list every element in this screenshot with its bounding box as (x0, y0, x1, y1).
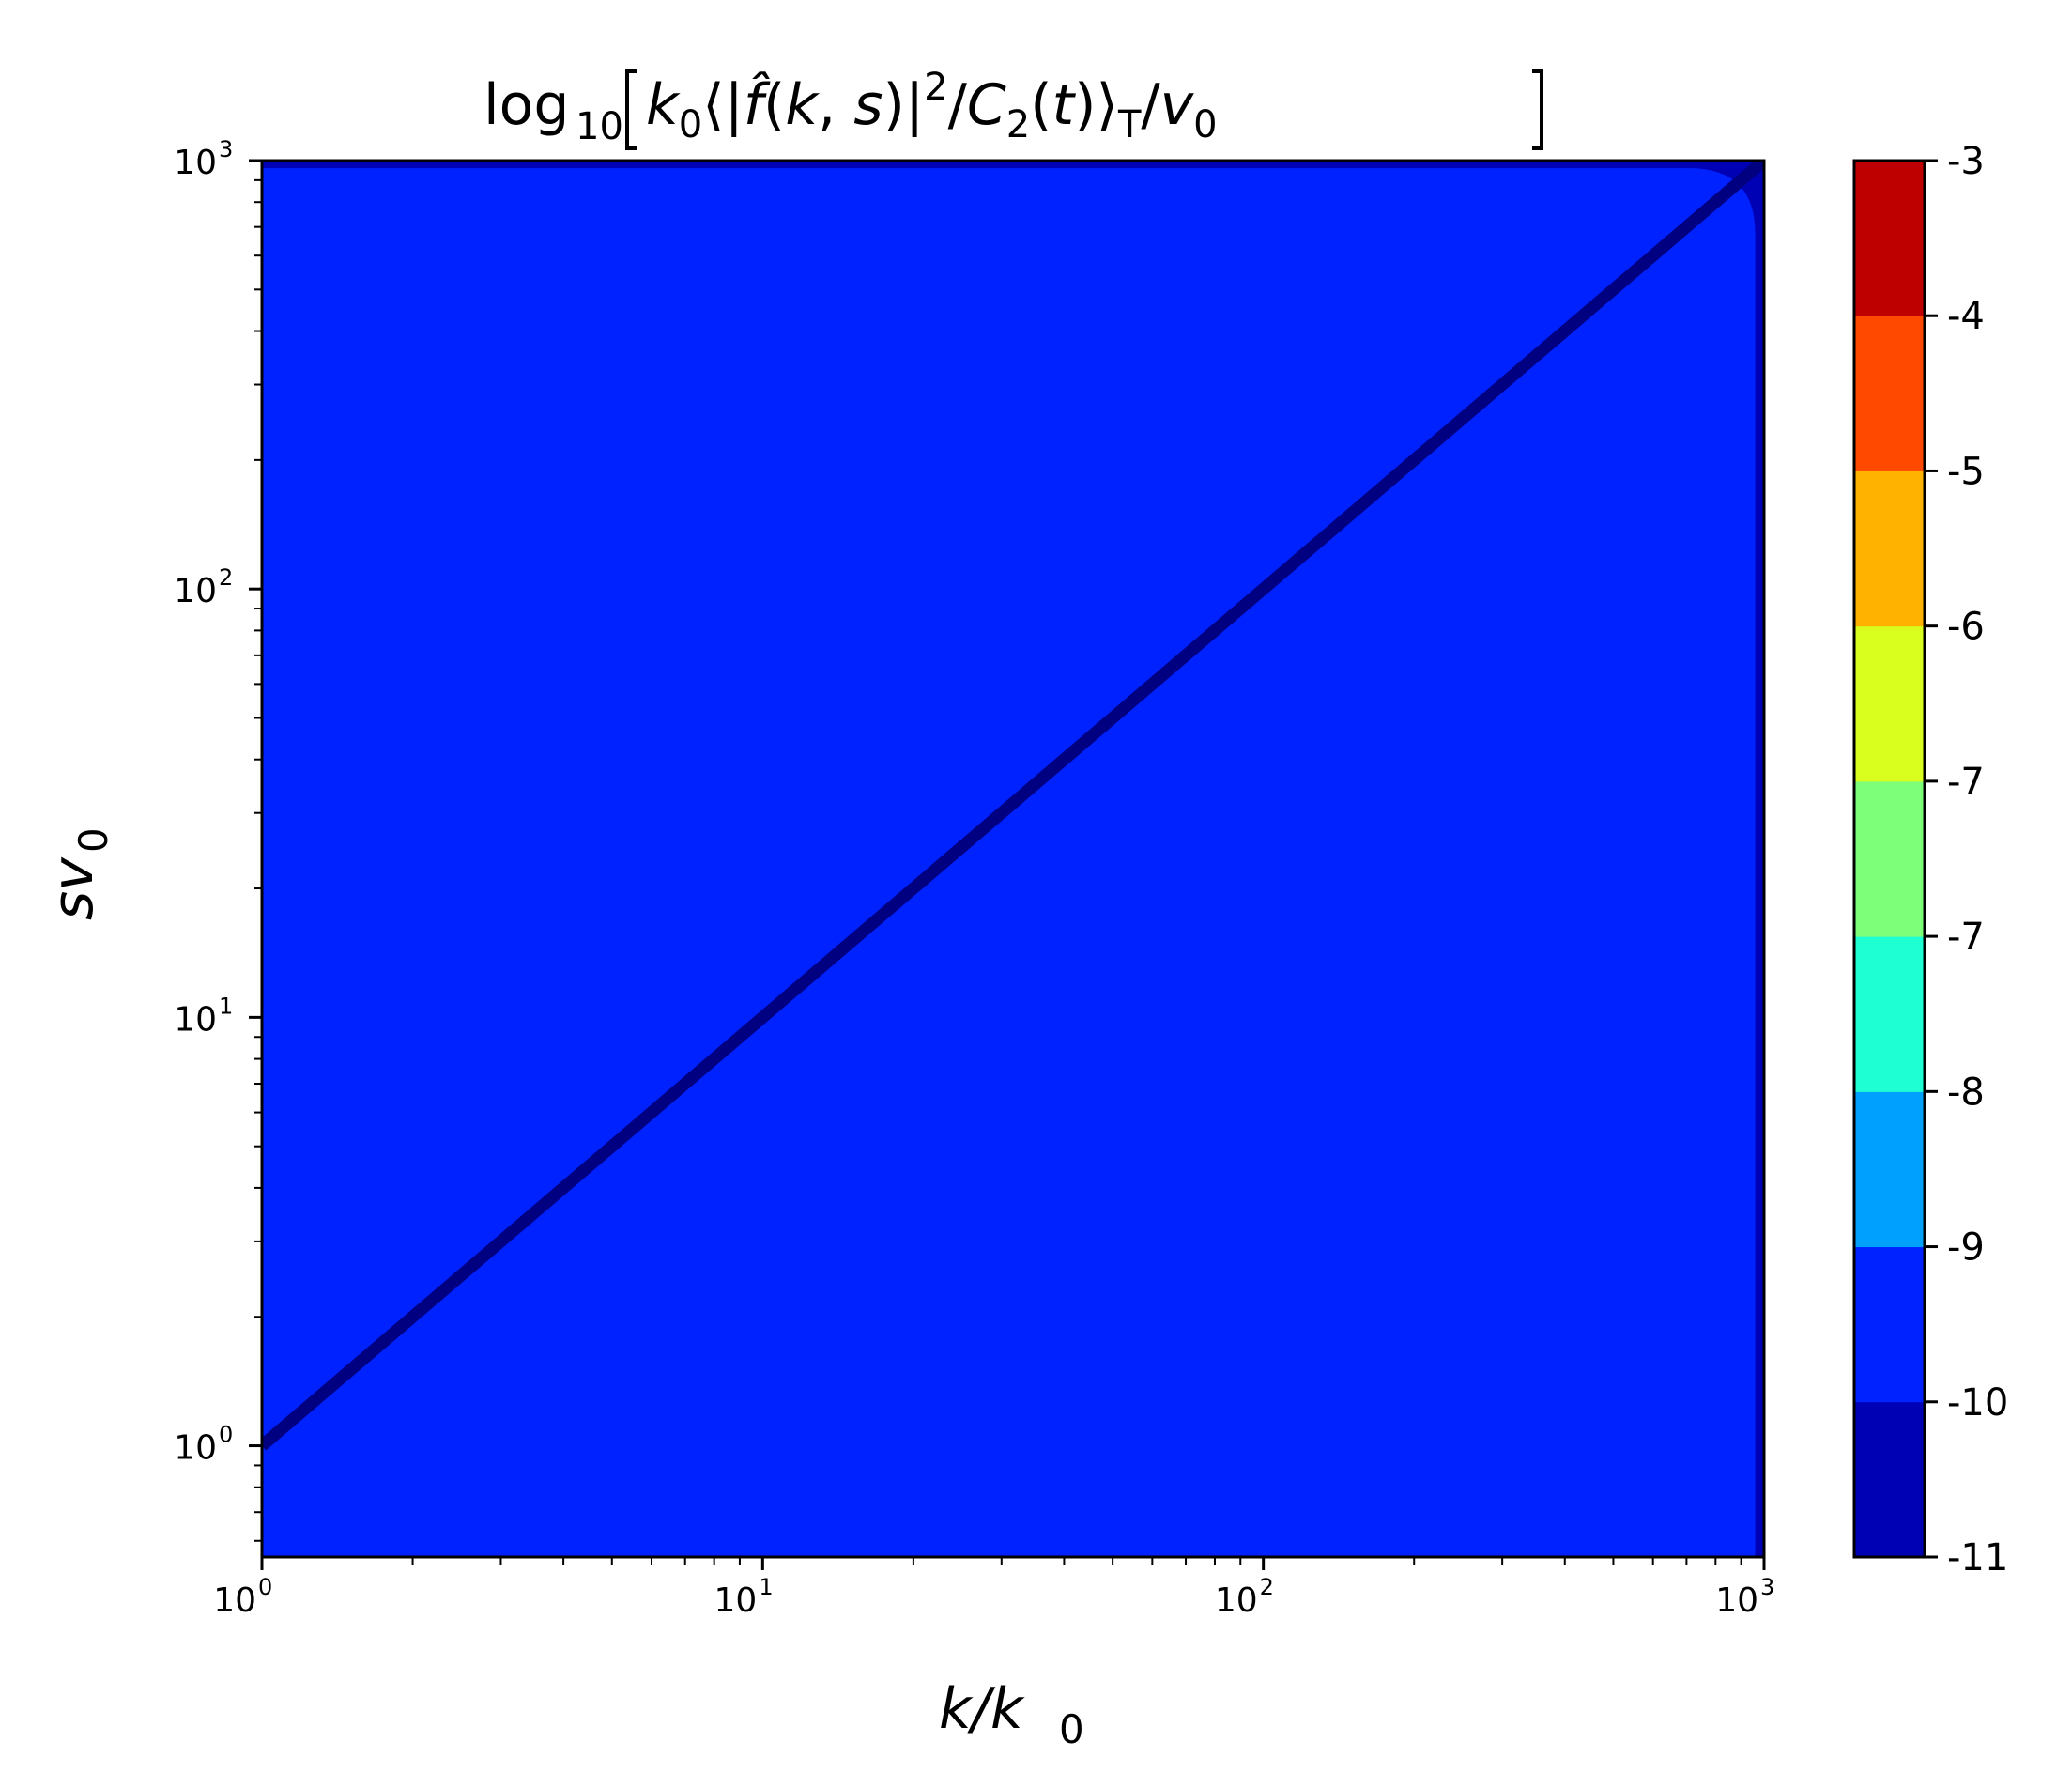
x-tick-label: 10 (213, 1581, 256, 1620)
plot-frame (260, 159, 1766, 1559)
y-tick-exponent: 2 (219, 564, 233, 591)
y-tick-label: 10 (174, 572, 217, 610)
x-tick-label: 10 (1215, 1581, 1258, 1620)
contour-field (262, 161, 1764, 1557)
colorbar-segment (1854, 470, 1925, 627)
y-tick-label: 10 (174, 1000, 217, 1039)
chart-title: log 10 k0⟨|f̂(k, s)|2/C2(t)⟩T/v0 (483, 66, 1543, 150)
x-tick-label: 10 (714, 1581, 758, 1620)
colorbar-tick-label: -4 (1947, 295, 1985, 338)
colorbar: -3 -4 -5 -6 -7 -7 -8 -9 -10 -11 (1852, 140, 2008, 1580)
colorbar-tick-label: -8 (1947, 1071, 1985, 1114)
x-tick-exponent: 0 (258, 1574, 272, 1600)
colorbar-tick-label: -7 (1947, 761, 1985, 804)
colorbar-tick-label: -7 (1947, 916, 1985, 959)
colorbar-segment (1854, 936, 1925, 1092)
y-tick-exponent: 0 (219, 1422, 233, 1448)
colorbar-tick-label: -11 (1947, 1536, 2008, 1580)
colorbar-segment (1854, 161, 1925, 316)
y-axis-label: sv 0 (40, 827, 116, 920)
svg-text:0: 0 (70, 827, 116, 853)
x-tick-label: 10 (1715, 1581, 1758, 1620)
colorbar-frame (1852, 159, 1926, 1559)
x-axis: 10 0 10 1 10 2 10 3 (213, 1557, 1774, 1620)
colorbar-segment (1854, 780, 1925, 937)
reference-line (262, 161, 1764, 1451)
svg-text:10: 10 (576, 105, 623, 148)
svg-text:k0⟨|f̂(k, s)|2/C2(t)⟩T/v0: k0⟨|f̂(k, s)|2/C2(t)⟩T/v0 (646, 66, 1218, 146)
x-tick-exponent: 1 (759, 1574, 773, 1600)
svg-text:sv: sv (40, 856, 106, 920)
y-tick-label: 10 (174, 144, 217, 182)
contour-region (262, 168, 1756, 1557)
svg-text:log: log (483, 72, 569, 138)
colorbar-tick-label: -6 (1947, 606, 1985, 649)
colorbar-segment (1854, 316, 1925, 471)
colorbar-tick-label: -9 (1947, 1226, 1985, 1270)
colorbar-segment (1854, 1091, 1925, 1248)
colorbar-segment (1854, 625, 1925, 782)
x-tick-exponent: 3 (1760, 1574, 1774, 1600)
svg-text:0: 0 (1059, 1706, 1084, 1752)
y-tick-exponent: 3 (219, 136, 233, 162)
colorbar-segment (1854, 1401, 1925, 1558)
colorbar-tick-label: -3 (1947, 140, 1985, 183)
colorbar-tick-label: -10 (1947, 1381, 2008, 1425)
y-tick-exponent: 1 (219, 993, 233, 1019)
svg-text:k/k: k/k (939, 1676, 1025, 1742)
y-tick-label: 10 (174, 1429, 217, 1468)
x-axis-label: k/k 0 (939, 1676, 1084, 1752)
colorbar-segment (1854, 1246, 1925, 1403)
colorbar-tick-label: -5 (1947, 450, 1985, 493)
x-tick-exponent: 2 (1260, 1574, 1274, 1600)
